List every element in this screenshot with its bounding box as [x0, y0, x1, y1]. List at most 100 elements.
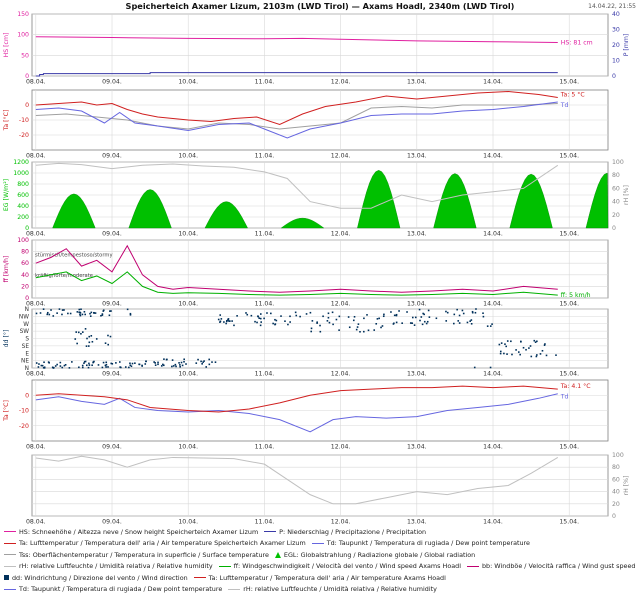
wind-direction-point [305, 313, 308, 315]
series-line-td [35, 393, 558, 433]
wind-direction-point [500, 342, 503, 344]
x-tick-label: 08.04. [26, 371, 46, 378]
series-end-label: Ta: 4.1 °C [560, 382, 591, 390]
wind-direction-point [91, 364, 93, 367]
x-tick-label: 13.04. [407, 79, 427, 86]
y2-tick-label: 40 [612, 199, 620, 206]
wind-direction-point [107, 334, 109, 337]
x-tick-label: 13.04. [407, 153, 427, 160]
wind-direction-point [37, 366, 40, 368]
legend-label-bb: bb: Windböe / Velocità raffica / Wind gu… [482, 562, 636, 571]
wind-direction-point [47, 361, 50, 363]
wind-direction-point [163, 358, 165, 360]
y2-tick-label: 40 [612, 489, 620, 496]
wind-direction-point [157, 361, 159, 364]
wind-direction-point [74, 338, 77, 340]
wind-direction-point [319, 324, 321, 327]
wind-direction-point [179, 364, 181, 366]
y2-tick-label: 60 [612, 185, 620, 192]
wind-direction-point [101, 366, 104, 369]
y-tick-label: 40 [21, 272, 29, 279]
wind-direction-point [162, 363, 164, 366]
wind-direction-point [59, 365, 62, 367]
wind-direction-point [219, 314, 222, 316]
x-tick-label: 10.04. [178, 231, 198, 238]
wind-direction-point [124, 366, 127, 368]
wind-direction-point [128, 366, 130, 369]
wind-direction-point [489, 366, 492, 369]
wind-direction-point [482, 312, 484, 315]
wind-direction-point [118, 361, 121, 363]
y-axis-label: HS [cm] [3, 33, 10, 58]
radiation-area [509, 173, 553, 229]
wind-direction-point [246, 313, 249, 316]
legend-label-rh2: rH: relative Luftfeuchte / Umidità relat… [243, 585, 437, 594]
y-tick-label: 1000 [13, 170, 29, 177]
wind-direction-point [172, 365, 175, 367]
wind-direction-point [220, 318, 223, 320]
wind-direction-point [332, 323, 334, 326]
series-line-ta [35, 385, 558, 413]
y2-tick-label: 0 [612, 73, 616, 80]
legend-label-ta: Ta: Lufttemperatur / Temperatura dell' a… [19, 539, 306, 548]
wind-direction-point [395, 313, 398, 316]
series-line-bb [35, 244, 558, 293]
wind-direction-point [105, 361, 108, 364]
wind-direction-point [80, 308, 82, 311]
wind-direction-point [338, 329, 340, 331]
wind-direction-point [179, 365, 181, 368]
wind-direction-point [165, 358, 168, 361]
x-tick-label: 09.04. [102, 519, 122, 526]
x-tick-label: 14.04. [483, 371, 503, 378]
wind-direction-point [466, 321, 469, 324]
x-tick-label: 09.04. [102, 153, 122, 160]
y2-tick-label: 40 [612, 11, 620, 18]
y-tick-label: 0 [25, 295, 29, 302]
y-tick-label: 100 [17, 237, 29, 244]
wind-direction-point [208, 358, 211, 361]
legend-label-td: Td: Taupunkt / Temperatura di rugiada / … [326, 539, 530, 548]
y2-tick-label: 20 [612, 42, 620, 49]
wind-direction-point [48, 313, 51, 316]
wind-direction-point [141, 365, 143, 367]
x-tick-label: 14.04. [483, 519, 503, 526]
x-tick-label: 08.04. [26, 301, 46, 308]
wind-direction-point [104, 342, 107, 344]
x-tick-label: 13.04. [407, 444, 427, 451]
wind-direction-point [458, 314, 461, 317]
y-tick-label: 1200 [13, 159, 29, 166]
legend-label-td2: Td: Taupunkt / Temperatura di rugiada / … [19, 585, 223, 594]
wind-direction-point [86, 337, 88, 340]
wind-direction-point [266, 312, 268, 314]
wind-direction-point [46, 313, 49, 316]
wind-direction-point [93, 311, 95, 314]
wind-direction-point [63, 309, 65, 311]
y-tick-label: 60 [21, 260, 29, 267]
wind-direction-point [231, 320, 233, 322]
wind-direction-point [420, 316, 423, 318]
wind-direction-point [380, 326, 382, 329]
series-line-ff [35, 271, 558, 296]
wind-direction-point [382, 315, 385, 318]
legend-item-ta: Ta: Lufttemperatur / Temperatura dell' a… [4, 539, 306, 547]
y-tick-label: 400 [17, 203, 29, 210]
wind-direction-point [259, 313, 262, 315]
wind-direction-point [395, 314, 398, 317]
wind-direction-point [95, 338, 98, 340]
wind-direction-point [498, 343, 501, 346]
y-tick-label: 50 [21, 52, 29, 59]
wind-direction-point [109, 335, 112, 338]
wind-direction-point [310, 327, 313, 330]
radiation-area [128, 189, 172, 229]
legend-item-td2: Td: Taupunkt / Temperatura di rugiada / … [4, 585, 222, 593]
wind-direction-point [413, 324, 416, 326]
wind-direction-point [529, 345, 532, 347]
wind-direction-point [88, 335, 91, 338]
plot-area [31, 239, 609, 299]
wind-direction-point [530, 355, 533, 358]
series-end-label: HS: 81 cm [561, 40, 593, 47]
wind-direction-point [555, 354, 557, 356]
wind-direction-point [217, 318, 220, 321]
wind-direction-point [272, 322, 274, 325]
